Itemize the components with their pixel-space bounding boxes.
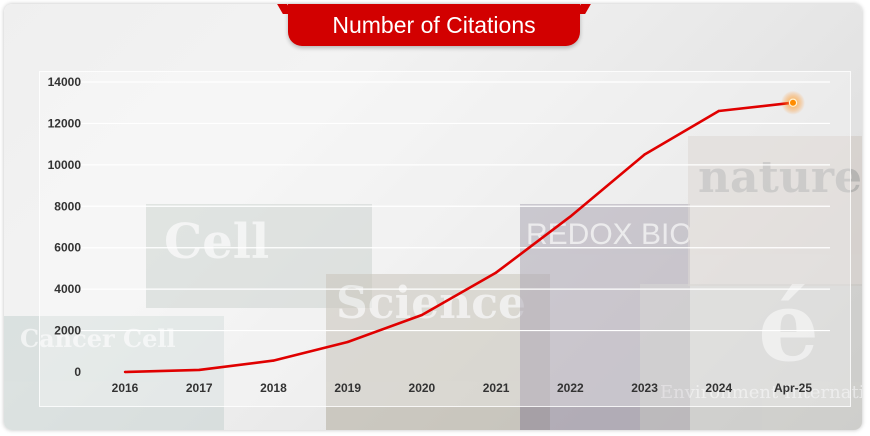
bg-cover-environment-glyph: é (758, 284, 820, 383)
chart-card: Cell Cancer Cell Science REDOX BIOLOGY n… (4, 4, 862, 430)
y-tick-label: 14000 (48, 75, 82, 89)
bg-cover-environment: é Environment International (640, 284, 862, 430)
endpoint-marker (788, 98, 798, 107)
x-tick-label: 2017 (186, 381, 213, 395)
bg-cover-science-title: Science (336, 278, 527, 329)
x-tick-label: 2016 (112, 381, 139, 395)
y-tick-label: 10000 (48, 158, 82, 172)
x-axis-ticks: 2016 2017 2018 2019 2020 2021 2022 2023 2024 Apr-… (112, 381, 813, 395)
series-layer (123, 90, 805, 374)
x-tick-label: 2023 (631, 381, 658, 395)
x-tick-label: 2021 (483, 381, 510, 395)
x-tick-label: Apr-25 (774, 381, 812, 395)
data-point (494, 271, 498, 274)
data-point (569, 215, 572, 218)
data-point (123, 370, 127, 374)
x-tick-label: 2018 (260, 381, 287, 395)
y-tick-label: 6000 (54, 241, 81, 255)
bg-cover-nature: nature (688, 136, 862, 286)
chart-title-banner: Number of Citations (288, 4, 580, 46)
x-tick-label: 2019 (334, 381, 361, 395)
bg-cover-cancer-cell-title: Cancer Cell (20, 324, 176, 353)
y-tick-label: 8000 (54, 199, 81, 213)
data-point (717, 109, 720, 113)
y-tick-label: 2000 (54, 324, 81, 338)
data-point (272, 359, 275, 362)
bg-cover-environment-title: Environment International (660, 382, 862, 403)
y-tick-label: 4000 (54, 282, 81, 296)
y-axis-ticks: 0 2000 4000 6000 8000 10000 12000 14000 (48, 75, 82, 379)
bg-cover-cancer-cell: Cancer Cell (4, 316, 224, 430)
bg-cover-science: Science (326, 274, 550, 430)
data-point (643, 153, 646, 156)
series-line (124, 101, 794, 374)
data-point (420, 313, 424, 317)
x-tick-label: 2020 (409, 381, 436, 395)
x-tick-label: 2024 (705, 381, 732, 395)
chart-title: Number of Citations (332, 11, 536, 38)
y-tick-label: 12000 (48, 116, 82, 130)
plot-area (39, 71, 851, 407)
bg-cover-redox-title: REDOX BIOLOGY (526, 218, 690, 251)
bg-cover-cell-title: Cell (164, 214, 270, 270)
data-point (198, 368, 201, 372)
y-tick-label: 0 (74, 365, 81, 379)
x-tick-label: 2022 (557, 381, 584, 395)
gridlines (81, 81, 830, 332)
data-point (346, 340, 349, 344)
bg-cover-nature-title: nature (698, 152, 862, 203)
